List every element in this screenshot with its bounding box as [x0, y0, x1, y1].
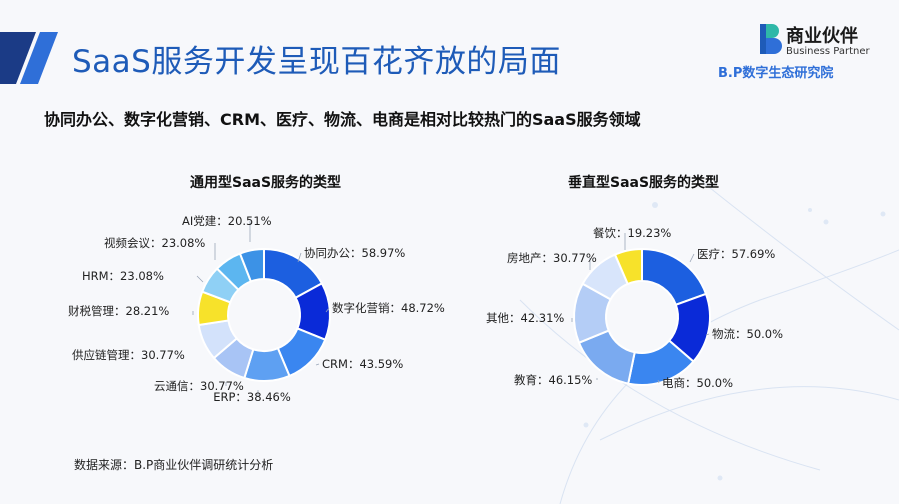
chart2-label-6: 餐饮：19.23%: [593, 226, 671, 240]
network-dots: [583, 202, 886, 481]
chart2-title: 垂直型SaaS服务的类型: [568, 175, 720, 191]
chart1-label-1: 数字化营销：48.72%: [332, 301, 445, 315]
chart1-slice-9: [238, 247, 265, 283]
chart1-title: 通用型SaaS服务的类型: [190, 175, 342, 191]
chart1-label-0: 协同办公：58.97%: [304, 246, 405, 260]
bp-logo-icon: [760, 24, 782, 54]
brand-logo: 商业伙伴 Business Partner B.P数字生态研究院: [718, 22, 888, 84]
chart2-label-1: 物流：50.0%: [712, 327, 783, 341]
chart2-slice-6: [613, 247, 643, 286]
chart1-label-9: AI党建：20.51%: [182, 214, 272, 228]
chart1-leader-1: [325, 307, 330, 313]
chart1-label-7: HRM：23.08%: [82, 269, 164, 283]
brand-institute: B.P数字生态研究院: [718, 66, 834, 81]
chart2-leader-2: [657, 379, 660, 384]
chart1-leader-2: [315, 363, 320, 366]
chart2-leader-0: [689, 253, 695, 263]
brand-name-en: Business Partner: [786, 46, 870, 57]
chart1-leader-0: [297, 252, 302, 263]
chart1-label-2: CRM：43.59%: [322, 357, 403, 371]
chart2-label-5: 房地产：30.77%: [507, 251, 597, 265]
chart1-label-3: ERP：38.46%: [213, 390, 291, 404]
chart2-label-3: 教育：46.15%: [514, 373, 592, 387]
chart1-label-6: 财税管理：28.21%: [68, 304, 169, 318]
corner-stripe-dark: [0, 32, 36, 84]
chart2-label-2: 电商：50.0%: [662, 376, 733, 390]
page-title: SaaS服务开发呈现百花齐放的局面: [72, 44, 561, 80]
chart1-label-5: 供应链管理：30.77%: [72, 348, 185, 362]
corner-stripe-blue: [20, 32, 58, 84]
network-lines: [519, 179, 899, 504]
page-subtitle: 协同办公、数字化营销、CRM、医疗、物流、电商是相对比较热门的SaaS服务领域: [44, 110, 641, 129]
data-source: 数据来源：B.P商业伙伴调研统计分析: [74, 458, 274, 472]
chart2-label-0: 医疗：57.69%: [697, 247, 775, 261]
chart2-label-4: 其他：42.31%: [486, 311, 564, 325]
brand-name-cn: 商业伙伴: [786, 26, 858, 47]
chart1-leader-7: [196, 275, 204, 283]
chart1-label-4: 云通信：30.77%: [154, 379, 244, 393]
chart2-leader-1: [705, 333, 710, 336]
chart1-label-8: 视频会议：23.08%: [104, 236, 205, 250]
